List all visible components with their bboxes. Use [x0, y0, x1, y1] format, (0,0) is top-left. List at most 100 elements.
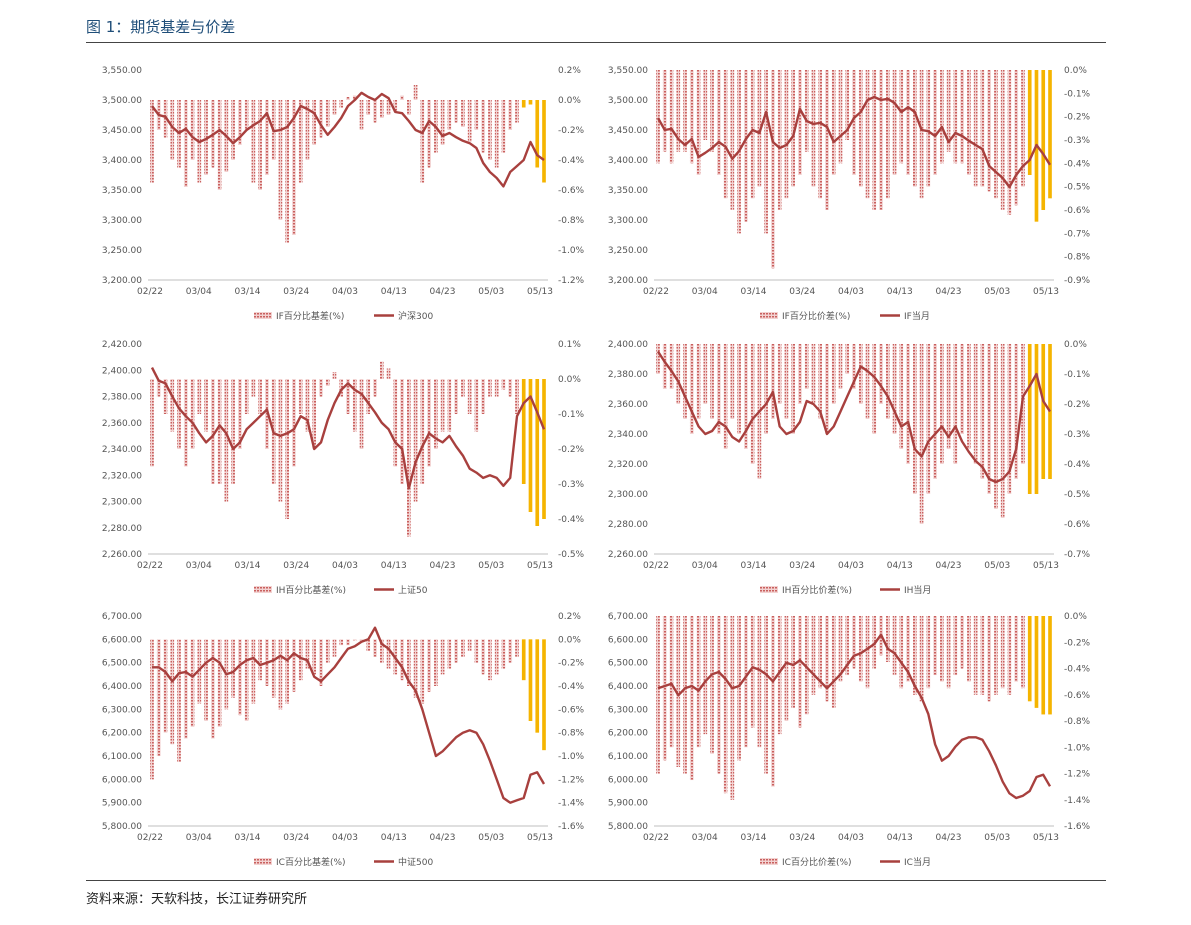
bar-basis	[467, 100, 472, 142]
bar-basis	[420, 379, 425, 484]
bar-basis	[818, 344, 823, 419]
bar-basis	[467, 639, 472, 651]
chart-panel-if-basis: 3,200.00 3,250.00 3,300.00 3,350.00 3,400.00…	[86, 58, 586, 328]
bar-basis	[865, 616, 870, 689]
bar-basis	[838, 70, 843, 164]
bar-basis	[211, 379, 215, 484]
x-axis-tick-label: 03/04	[692, 833, 718, 843]
bar-basis	[359, 639, 364, 641]
bar-basis	[494, 639, 499, 675]
bar-basis	[1021, 70, 1025, 187]
bar-basis	[150, 379, 154, 467]
bar-basis	[913, 616, 917, 695]
left-axis-tick-label: 2,300.00	[102, 498, 142, 508]
bar-basis	[420, 639, 425, 704]
bar-basis	[420, 100, 425, 183]
x-axis-tick-label: 04/13	[381, 833, 407, 843]
bar-basis	[352, 379, 357, 432]
x-axis-tick-label: 04/13	[381, 561, 407, 571]
bar-basis	[771, 70, 775, 269]
x-axis-tick-label: 03/04	[186, 287, 212, 297]
bar-basis	[717, 70, 721, 175]
bar-basis	[508, 100, 513, 130]
bar-basis	[183, 379, 188, 467]
x-axis-tick-label: 03/14	[235, 287, 261, 297]
bar-basis	[960, 344, 964, 434]
bar-basis	[804, 616, 809, 715]
x-axis-tick-label: 05/03	[984, 833, 1010, 843]
bar-basis	[163, 639, 168, 733]
bar-basis	[183, 639, 188, 739]
bar-basis	[244, 639, 249, 721]
bar-basis	[474, 639, 479, 663]
x-axis-tick-label: 04/03	[332, 561, 358, 571]
left-axis-tick-label: 2,280.00	[102, 524, 142, 534]
bar-basis	[852, 344, 856, 389]
left-axis-tick-label: 3,250.00	[102, 246, 142, 256]
bar-basis	[515, 639, 519, 657]
bar-basis	[366, 100, 371, 115]
bar-basis	[676, 344, 681, 404]
left-axis-tick-label: 3,550.00	[102, 66, 142, 76]
bar-basis	[845, 70, 850, 140]
left-axis-tick-label: 6,700.00	[608, 612, 648, 622]
right-axis-tick-label: 0.0%	[1064, 612, 1087, 622]
bar-basis	[467, 379, 472, 414]
bar-basis	[231, 379, 235, 484]
right-axis-tick-label: 0.1%	[558, 340, 581, 350]
legend-bar-label: IC百分比基差(%)	[276, 856, 346, 868]
bar-basis	[515, 379, 519, 414]
right-axis-tick-label: -0.3%	[1064, 430, 1091, 440]
left-axis-tick-label: 5,900.00	[608, 799, 648, 809]
bar-basis	[379, 100, 384, 118]
left-axis-tick-label: 3,300.00	[102, 216, 142, 226]
bar-basis	[784, 616, 789, 721]
bar-basis	[251, 639, 256, 704]
bar-basis	[994, 344, 998, 509]
bar-basis	[265, 100, 269, 175]
bar-basis	[892, 70, 897, 175]
bar-basis	[757, 70, 762, 187]
bar-basis	[825, 344, 829, 434]
bar-basis	[359, 379, 364, 449]
legend-line-label: 沪深300	[398, 310, 433, 322]
bar-basis	[413, 379, 418, 502]
bar-basis	[913, 344, 917, 494]
x-axis-tick-label: 04/23	[936, 287, 962, 297]
bar-basis	[231, 100, 235, 160]
right-axis-tick-label: -0.4%	[558, 156, 585, 166]
bar-basis	[960, 70, 964, 164]
left-axis-tick-label: 2,320.00	[102, 471, 142, 481]
left-axis-tick-label: 3,350.00	[608, 186, 648, 196]
left-axis-tick-label: 3,350.00	[102, 186, 142, 196]
bar-basis	[244, 100, 249, 130]
bar-basis	[764, 344, 768, 434]
legend-line-label: 上证50	[398, 585, 428, 596]
bar-basis	[332, 639, 337, 657]
bar-basis	[440, 639, 445, 675]
bar-basis	[683, 616, 687, 774]
bar-basis	[501, 379, 506, 390]
bar-basis	[319, 100, 323, 138]
index-line	[150, 367, 546, 490]
bar-basis	[1000, 344, 1005, 518]
bar-basis	[703, 70, 708, 140]
bar-basis	[407, 100, 411, 115]
x-axis-tick-label: 04/23	[430, 561, 456, 571]
legend-bar-swatch	[760, 858, 778, 865]
left-axis-tick-label: 2,380.00	[102, 393, 142, 403]
right-axis-tick-label: -0.3%	[1064, 136, 1091, 146]
left-axis-tick-label: 2,360.00	[608, 400, 648, 410]
right-axis-tick-label: -0.5%	[1064, 490, 1091, 500]
left-axis-tick-label: 3,550.00	[608, 66, 648, 76]
bar-basis	[940, 70, 944, 164]
index-line	[656, 95, 1052, 189]
left-axis-tick-label: 6,500.00	[608, 659, 648, 669]
bar-basis	[953, 616, 958, 676]
chart-panel-ih-basis: 2,260.00 2,280.00 2,300.00 2,320.00 2,340.00…	[86, 332, 586, 602]
bar-basis	[440, 100, 445, 145]
bar-current-month	[1034, 616, 1039, 708]
x-axis-tick-label: 05/03	[478, 833, 504, 843]
bar-basis	[885, 344, 890, 419]
bar-basis	[723, 70, 728, 199]
